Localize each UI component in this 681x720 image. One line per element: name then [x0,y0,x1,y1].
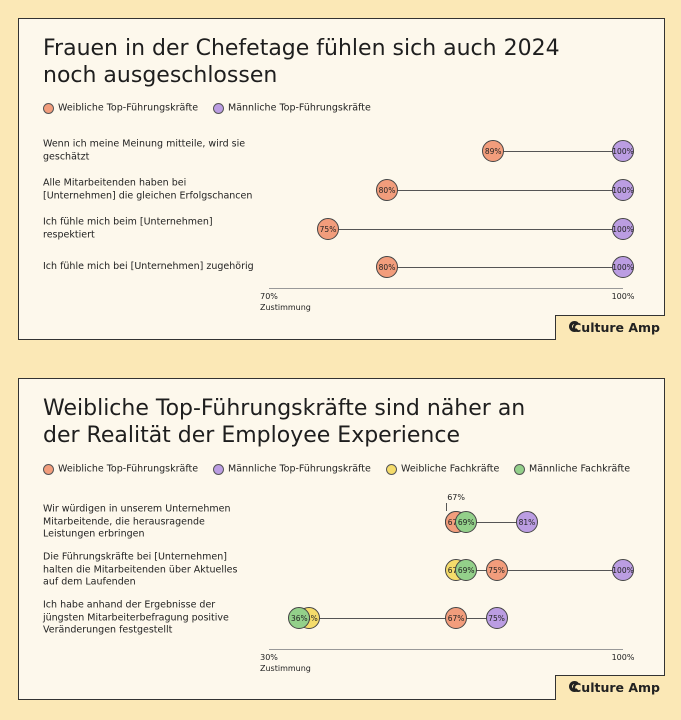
x-tick-label: 100% [611,653,635,662]
category-label: Ich fühle mich beim [Unternehmen] respek… [43,216,213,241]
brand-box [555,675,665,700]
brand-logo [569,321,580,332]
data-point: 80% [376,256,398,278]
legend-label: Männliche Top-Führungskräfte [228,102,371,114]
x-axis-label: Zustimmung [260,303,311,312]
data-point: 100% [612,140,634,162]
range-line [328,229,623,230]
range-line [456,522,527,523]
x-tick-label: 70% [260,292,278,301]
data-point: 75% [485,559,508,581]
brand-name: Culture Amp [572,320,660,335]
x-tick-label: 100% [611,292,635,301]
brand-logo [569,681,580,692]
legend-swatch [386,463,397,475]
annotation-line [446,503,448,511]
chart-card: Frauen in der Chefetage fühlen sich auch… [18,18,665,340]
category-label: Wenn ich meine Meinung mitteile, wird si… [43,138,246,163]
data-point: 75% [317,218,339,240]
legend-swatch [213,463,224,475]
legend-label: Weibliche Fachkräfte [401,463,500,475]
data-point: 100% [612,256,634,278]
x-axis [269,288,623,289]
chart-card: Weibliche Top-Führungskräfte sind näher … [18,378,665,700]
data-point: 100% [612,179,634,201]
range-line [387,267,623,268]
chart-title: Frauen in der Chefetage fühlen sich auch… [43,36,560,88]
category-label: Die Führungskräfte bei [Unternehmen] hal… [43,551,238,588]
data-point: 69% [455,511,478,533]
range-line [387,190,623,191]
category-label: Ich fühle mich bei [Unternehmen] zugehör… [43,260,254,272]
data-point: 75% [485,607,508,629]
x-axis [269,649,623,650]
legend-label: Weibliche Top-Führungskräfte [58,463,199,475]
data-point: 69% [455,559,478,581]
data-point: 100% [612,218,634,240]
data-point: 89% [482,140,505,162]
category-label: Alle Mitarbeitenden haben bei [Unternehm… [43,177,253,202]
annotation: 67% [447,493,465,502]
chart-title: Weibliche Top-Führungskräfte sind näher … [43,396,526,448]
range-line [493,151,623,152]
legend-label: Männliche Fachkräfte [529,463,631,475]
data-point: 81% [515,511,538,533]
legend-swatch [514,463,525,475]
category-label: Ich habe anhand der Ergebnisse der jüngs… [43,599,229,636]
data-point: 100% [612,559,634,581]
range-line [299,618,497,619]
legend-swatch [43,102,54,114]
legend-label: Männliche Top-Führungskräfte [228,463,371,475]
data-point: 67% [445,607,468,629]
data-point: 36% [288,607,311,629]
legend-swatch [213,102,224,114]
category-label: Wir würdigen in unserem Unternehmen Mita… [43,503,231,540]
range-line [456,570,623,571]
data-point: 80% [376,179,398,201]
brand-name: Culture Amp [572,680,660,695]
legend-label: Weibliche Top-Führungskräfte [58,102,199,114]
legend-swatch [43,463,54,475]
x-axis-label: Zustimmung [260,664,311,673]
x-tick-label: 30% [260,653,278,662]
